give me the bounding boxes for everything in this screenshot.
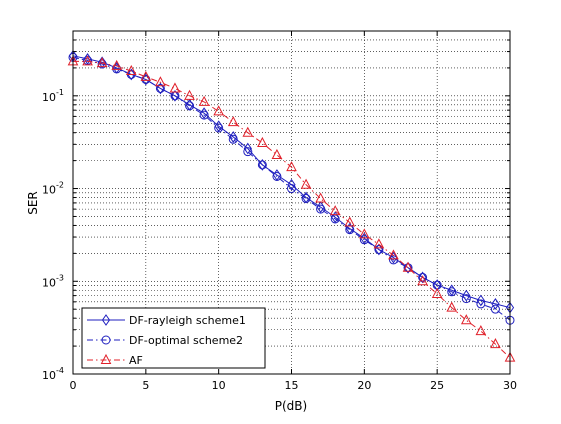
legend-label: DF-rayleigh scheme1 xyxy=(129,314,246,327)
data-point-triangle xyxy=(315,192,326,203)
data-point-circle xyxy=(228,134,238,144)
data-point-circle xyxy=(316,204,326,214)
data-point-triangle xyxy=(271,148,283,160)
data-point-circle xyxy=(447,287,457,297)
data-point-diamond xyxy=(127,68,136,81)
data-point-circle xyxy=(257,160,267,170)
data-point-diamond xyxy=(491,298,500,310)
data-point-circle xyxy=(301,194,311,204)
data-point-triangle xyxy=(300,178,312,189)
data-point-triangle xyxy=(344,216,356,227)
data-point-triangle xyxy=(475,325,487,336)
data-point-circle xyxy=(214,123,224,133)
data-point-triangle xyxy=(329,205,341,216)
data-point-triangle xyxy=(140,70,152,81)
data-point-triangle xyxy=(490,338,501,349)
series-line xyxy=(72,56,511,321)
data-point-triangle xyxy=(184,89,195,100)
legend-item[interactable]: DF-optimal scheme2 xyxy=(87,334,243,347)
data-point-triangle xyxy=(213,105,224,116)
x-axis-label: P(dB) xyxy=(275,399,307,413)
data-point-circle xyxy=(185,101,195,111)
data-point-circle xyxy=(97,59,107,69)
y-tick-label: 10-2 xyxy=(42,181,64,197)
data-point-circle xyxy=(476,299,486,309)
data-point-diamond xyxy=(476,294,485,307)
data-point-triangle xyxy=(431,287,443,298)
data-point-triangle xyxy=(111,59,123,70)
data-point-triangle xyxy=(460,314,472,325)
y-tick-label: 10-3 xyxy=(42,273,64,289)
data-point-triangle xyxy=(125,64,137,76)
legend-label: AF xyxy=(129,354,143,367)
legend-box xyxy=(81,307,266,369)
data-point-diamond xyxy=(433,279,442,291)
data-point-triangle xyxy=(155,76,166,87)
data-point-triangle xyxy=(100,353,112,364)
data-point-diamond xyxy=(243,142,252,155)
data-point-triangle xyxy=(82,55,93,66)
data-point-triangle xyxy=(286,161,297,172)
data-point-triangle xyxy=(96,57,108,68)
data-point-circle xyxy=(359,235,369,245)
data-point-triangle xyxy=(359,228,370,239)
legend-item[interactable]: DF-rayleigh scheme1 xyxy=(87,314,246,327)
x-tick-label: 0 xyxy=(70,379,77,392)
data-point-triangle xyxy=(169,82,181,93)
data-point-triangle xyxy=(257,136,268,147)
y-tick-label: 10-4 xyxy=(42,366,64,382)
data-point-diamond xyxy=(229,131,238,143)
axes: 0 5 10 15 20 25 30 10-4 10-3 10-2 10-1 xyxy=(42,30,517,392)
y-tick-label: 10-1 xyxy=(42,88,64,104)
x-tick-label: 5 xyxy=(142,379,149,392)
data-point-triangle xyxy=(417,275,428,286)
x-tick-label: 30 xyxy=(503,379,517,392)
x-tick-label: 15 xyxy=(285,379,299,392)
grid xyxy=(73,31,510,374)
data-point-diamond xyxy=(287,178,296,191)
data-point-triangle xyxy=(446,301,458,312)
series-line xyxy=(73,60,511,359)
data-point-circle xyxy=(199,110,209,120)
data-point-diamond xyxy=(101,314,111,326)
x-tick-label: 20 xyxy=(357,379,371,392)
x-tick-label: 10 xyxy=(212,379,226,392)
data-point-circle xyxy=(272,171,282,181)
data-point-circle xyxy=(490,304,500,314)
data-point-circle xyxy=(287,184,296,194)
legend[interactable]: DF-rayleigh scheme1 DF-optimal scheme2 AF xyxy=(81,307,266,369)
data-point-circle xyxy=(101,335,111,345)
data-point-circle xyxy=(155,83,165,93)
data-point-triangle xyxy=(373,238,385,249)
legend-label: DF-optimal scheme2 xyxy=(129,334,243,347)
data-point-diamond xyxy=(389,251,398,264)
legend-item[interactable]: AF xyxy=(87,353,143,367)
data-point-triangle xyxy=(388,249,399,260)
data-point-triangle xyxy=(227,116,239,127)
data-point-circle xyxy=(374,245,384,255)
data-point-diamond xyxy=(170,89,180,102)
x-tick-label: 25 xyxy=(430,379,444,392)
data-point-diamond xyxy=(462,289,471,302)
data-point-circle xyxy=(461,294,471,304)
data-point-circle xyxy=(243,147,253,157)
y-axis-label: SER xyxy=(26,191,40,215)
data-point-triangle xyxy=(402,261,414,272)
data-point-triangle xyxy=(242,126,254,137)
data-point-triangle xyxy=(198,95,210,106)
